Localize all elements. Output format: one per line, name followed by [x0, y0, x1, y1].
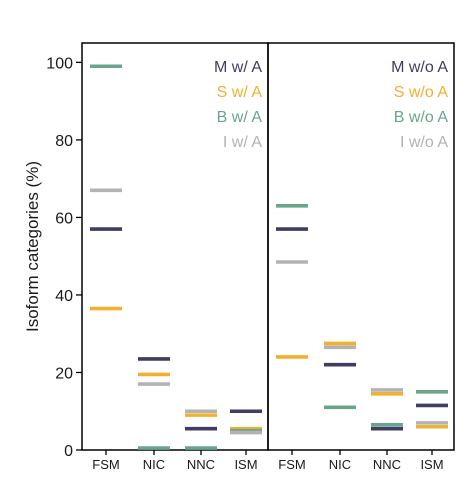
y-axis-label: Isoform categories (%) [23, 161, 42, 332]
y-tick-label: 0 [64, 443, 73, 460]
y-tick-label: 100 [46, 55, 73, 72]
x-tick-label-nnc: NNC [187, 457, 215, 472]
legend-entry-b: B w/ A [217, 109, 263, 126]
x-tick-label-nic: NIC [143, 457, 165, 472]
x-tick-label-fsm: FSM [92, 457, 119, 472]
y-tick-label: 20 [55, 365, 73, 382]
x-tick-label-ism: ISM [420, 457, 443, 472]
legend-entry-m: M w/ A [214, 59, 262, 76]
legend-entry-m: M w/o A [391, 59, 448, 76]
x-tick-label-nnc: NNC [373, 457, 401, 472]
y-tick-label: 60 [55, 210, 73, 227]
legend-entry-i: I w/ A [223, 134, 262, 151]
x-tick-label-ism: ISM [234, 457, 257, 472]
panel-frame [81, 42, 269, 451]
legend-entry-s: S w/ A [217, 84, 263, 101]
y-tick-label: 40 [55, 288, 73, 305]
legend-entry-b: B w/o A [394, 109, 449, 126]
x-tick-label-fsm: FSM [278, 457, 305, 472]
x-tick-label-nic: NIC [329, 457, 351, 472]
legend-entry-i: I w/o A [400, 134, 448, 151]
y-tick-label: 80 [55, 133, 73, 150]
panel-1: FSM NIC NNC ISM M w/ A S w/ A B w/ A I w/ A [81, 42, 269, 472]
panel-2: FSM NIC NNC ISM M w/o A S w/o A B w/o A I w/o A [267, 42, 455, 472]
panel-frame [267, 42, 455, 451]
legend-entry-s: S w/o A [394, 84, 449, 101]
